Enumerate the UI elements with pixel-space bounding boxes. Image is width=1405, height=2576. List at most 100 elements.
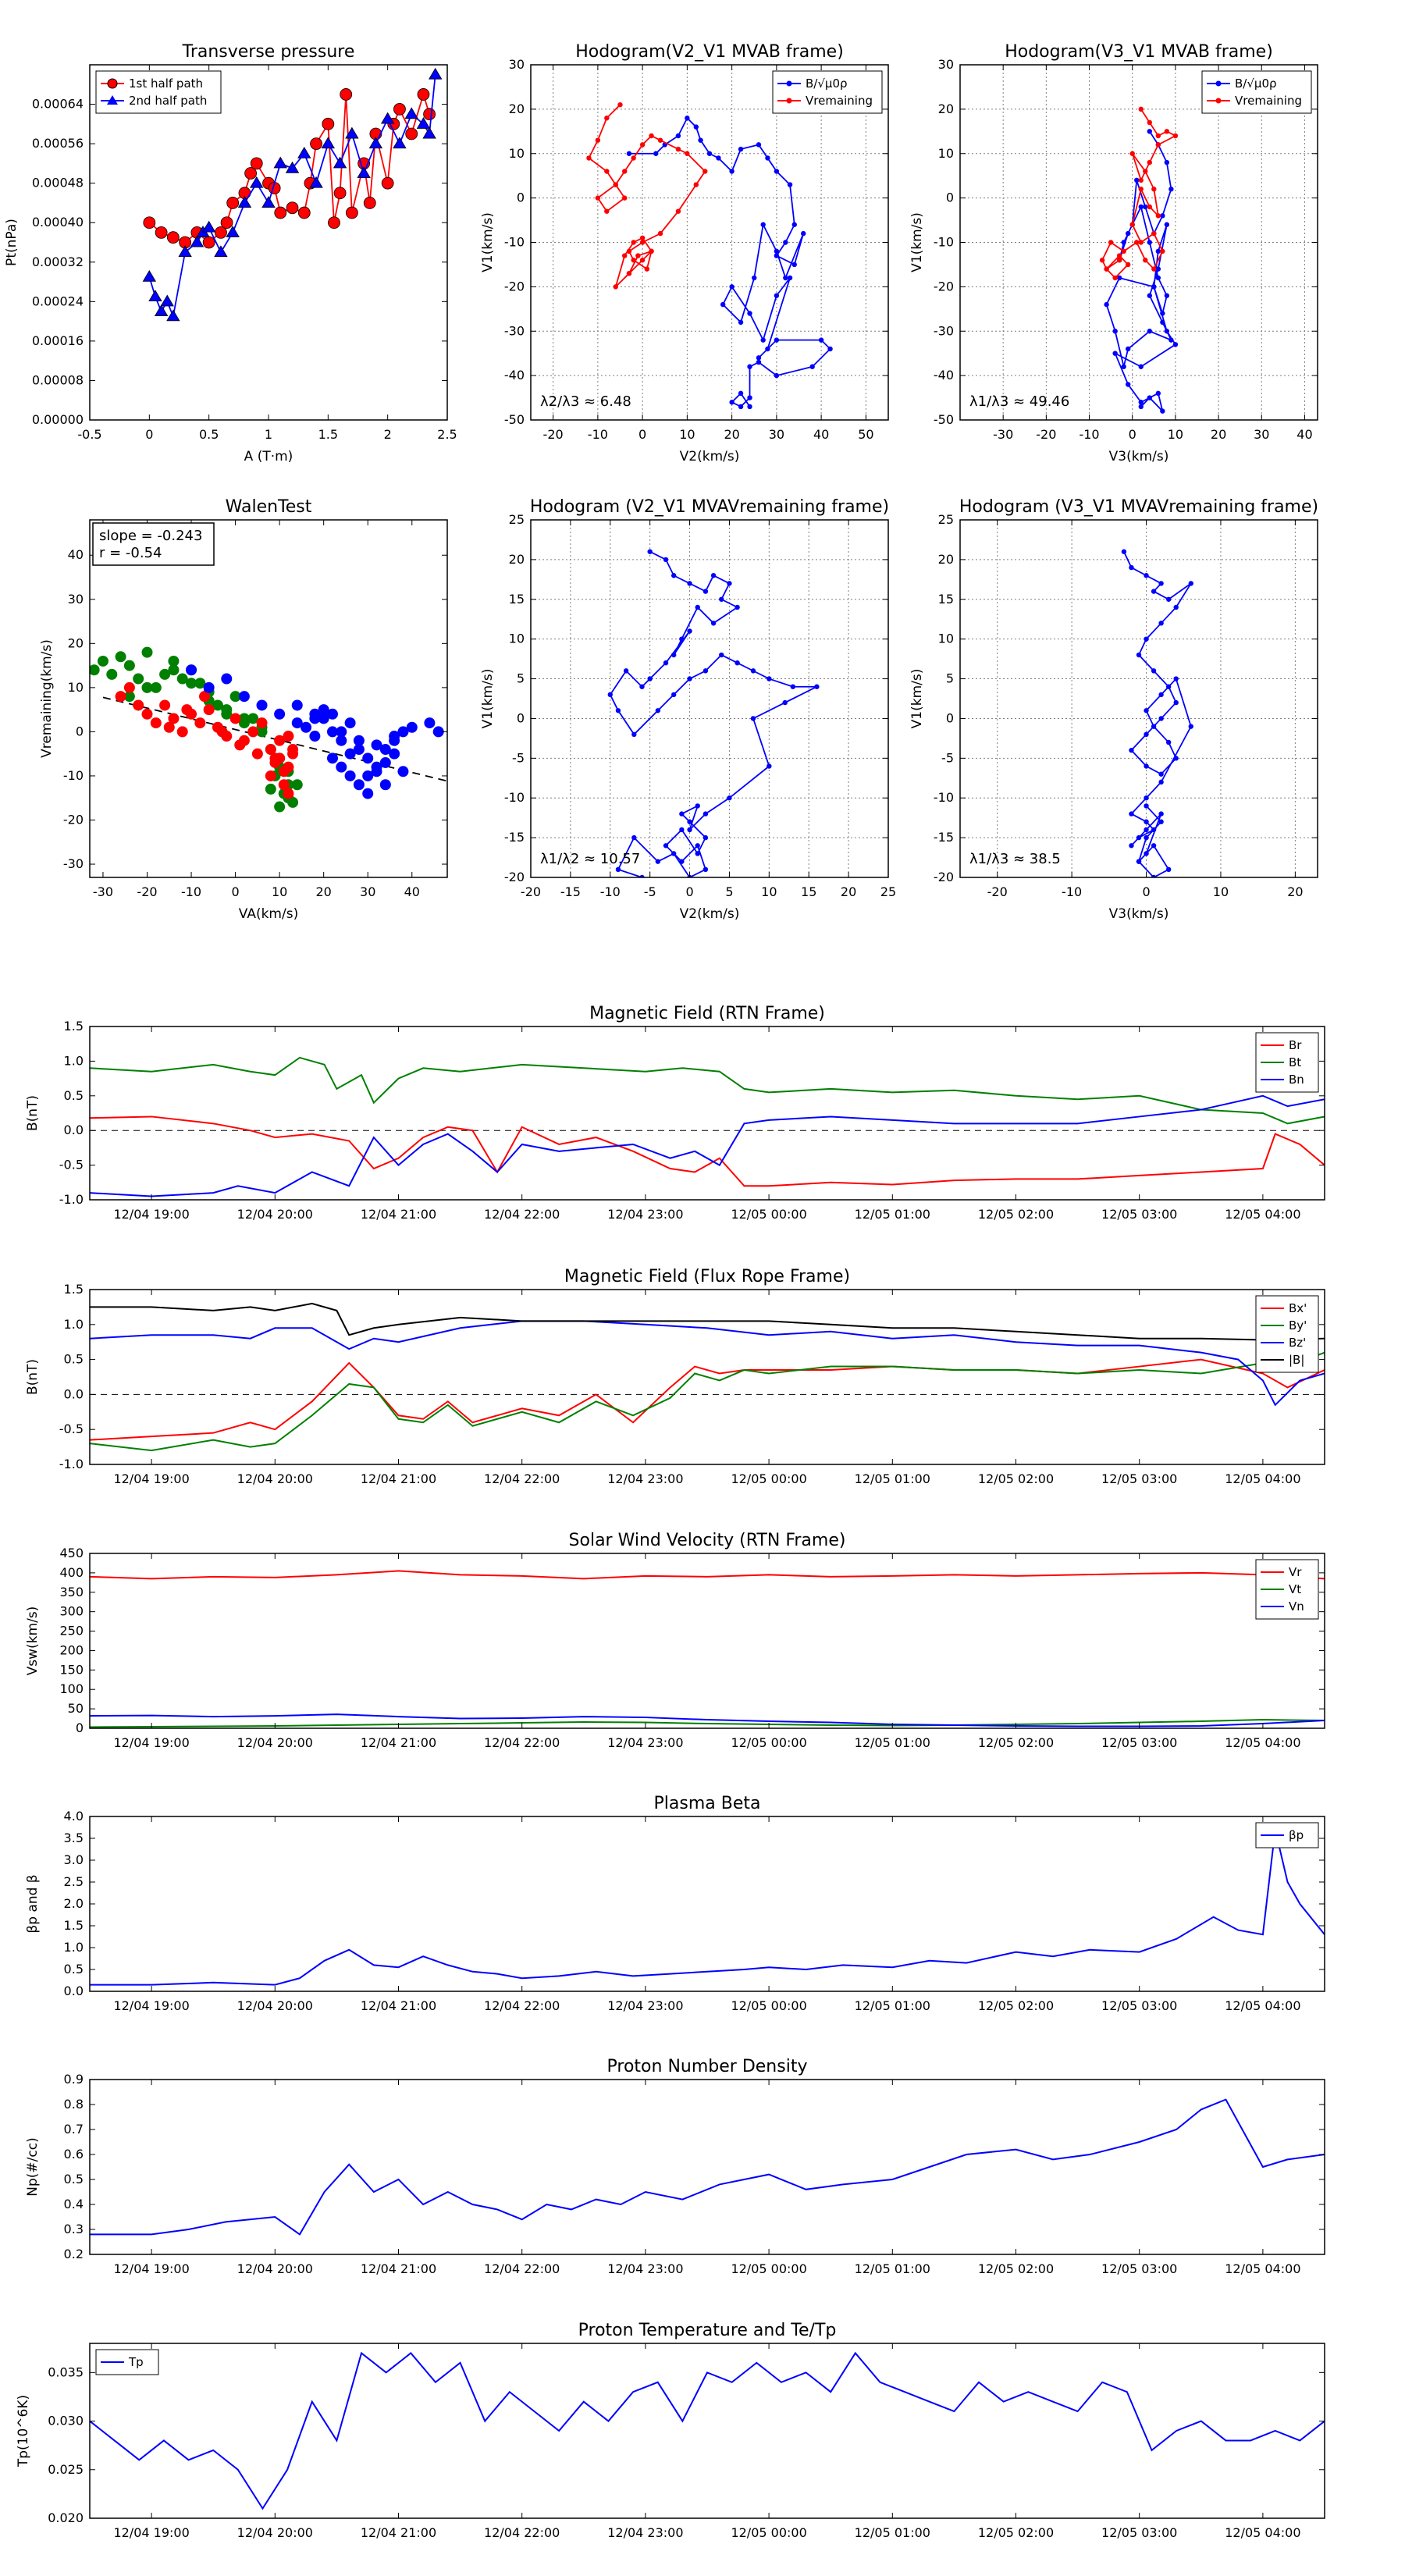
data-point (97, 655, 108, 667)
x-tick-label: 12/05 02:00 (978, 2261, 1054, 2276)
series-line (90, 1351, 1325, 1452)
chart-walen: WalenTest -30 -20 -10 0 10 20 30 40 -30 -20 -10 0 10 2… (39, 497, 448, 922)
data-point (639, 240, 646, 245)
y-tick-label: -30 (934, 323, 954, 338)
data-point (269, 756, 281, 768)
y-tick-label: 0.3 (64, 2222, 84, 2236)
x-axis-label: VA(km/s) (239, 906, 298, 922)
data-point (160, 294, 174, 307)
data-point (1121, 248, 1126, 254)
data-point (1138, 177, 1144, 183)
x-tick-label: 12/04 19:00 (113, 1735, 189, 1750)
data-point (649, 133, 654, 139)
data-point (1151, 187, 1157, 192)
y-tick-label: -50 (504, 412, 525, 427)
data-point (368, 137, 383, 149)
y-tick-label: 10 (509, 632, 525, 646)
legend-label: Bz' (1289, 1336, 1306, 1350)
y-tick-label: 30 (938, 57, 954, 72)
data-point (148, 290, 162, 302)
data-point (1158, 811, 1164, 817)
y-tick-label: 0.030 (48, 2414, 84, 2428)
chart-title: Hodogram (V2_V1 MVAVremaining frame) (530, 497, 889, 517)
data-point (622, 169, 628, 174)
y-tick-label: 200 (59, 1642, 84, 1657)
y-tick-label: 30 (68, 592, 84, 607)
data-point (814, 684, 820, 689)
data-point (1116, 258, 1122, 263)
data-point (747, 311, 752, 316)
data-point (818, 337, 824, 343)
axes-frame (89, 519, 448, 878)
data-point (702, 169, 708, 174)
x-tick-label: -5 (644, 884, 656, 899)
data-point (1155, 390, 1161, 397)
data-point (604, 169, 610, 174)
data-point (1112, 275, 1118, 281)
data-point (274, 206, 287, 219)
x-tick-label: 0 (231, 884, 239, 899)
chart-title: WalenTest (226, 497, 312, 517)
data-point (595, 137, 601, 143)
data-point (143, 216, 156, 229)
x-tick-label: -0.5 (77, 427, 101, 442)
data-point (647, 549, 653, 554)
data-point (687, 581, 692, 586)
x-tick-label: 20 (841, 884, 856, 899)
data-point (1144, 834, 1149, 841)
y-axis-label: V1(km/s) (480, 669, 496, 729)
data-point (1104, 266, 1109, 272)
x-tick-label: 12/05 00:00 (731, 1471, 806, 1486)
data-point (663, 660, 669, 666)
data-point (141, 646, 153, 658)
data-point (1136, 652, 1142, 658)
chart-h3: Hodogram (V2_V1 MVAVremaining frame)-20-… (480, 497, 896, 922)
series-line (90, 2351, 1325, 2510)
series-bz- (90, 1320, 1325, 1407)
data-point (675, 133, 681, 139)
data-point (345, 206, 358, 219)
data-point (706, 151, 713, 156)
x-tick-label: 10 (1213, 884, 1229, 899)
series-0 (607, 549, 820, 877)
data-point (371, 766, 382, 777)
data-point (397, 766, 409, 777)
x-tick-label: -20 (137, 884, 157, 899)
data-point (1112, 329, 1118, 334)
data-point (250, 176, 264, 188)
legend-label: B/√μ0ρ (806, 76, 848, 91)
data-point (379, 756, 391, 768)
axes-frame (89, 1816, 1325, 1992)
data-point (1144, 763, 1149, 769)
data-point (635, 253, 641, 258)
data-point (297, 146, 311, 158)
data-point (344, 770, 356, 781)
data-point (738, 319, 744, 326)
data-point (203, 681, 215, 693)
data-point (141, 681, 153, 693)
series-vt (90, 1719, 1325, 1728)
x-tick-label: 12/04 20:00 (237, 2261, 313, 2276)
x-tick-label: -30 (993, 427, 1013, 442)
data-point (371, 739, 382, 751)
x-tick-label: 12/04 21:00 (361, 2261, 436, 2276)
y-tick-label: 0.4 (64, 2197, 84, 2211)
data-point (687, 676, 692, 681)
plot-area (90, 2351, 1325, 2510)
series--b- (90, 1302, 1325, 1341)
data-point (1173, 756, 1179, 761)
data-point (615, 866, 621, 873)
data-point (274, 801, 286, 813)
eigenvalue-ratio: λ2/λ3 ≈ 6.48 (540, 393, 631, 410)
data-point (362, 788, 374, 799)
y-tick-label: 20 (509, 101, 525, 116)
data-point (695, 803, 700, 809)
x-tick-label: 12/05 00:00 (731, 1207, 806, 1222)
legend-label: βp (1289, 1828, 1304, 1842)
legend-label: Vremaining (1235, 94, 1302, 108)
data-point (756, 142, 762, 148)
legend: Bx' By' Bz' |B| (1255, 1295, 1319, 1373)
data-point (1138, 364, 1144, 369)
data-point (1165, 596, 1172, 602)
y-tick-label: -10 (934, 790, 954, 805)
